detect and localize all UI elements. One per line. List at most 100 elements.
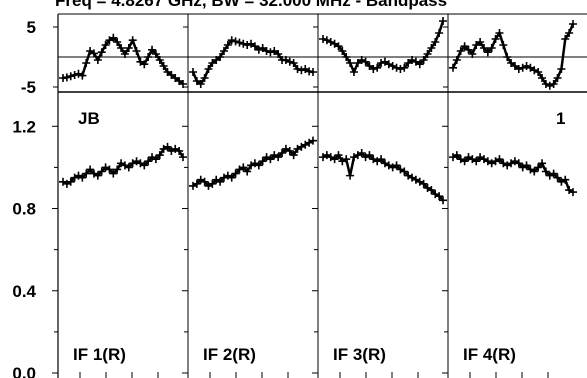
phase-point xyxy=(377,59,386,67)
phase-point xyxy=(545,81,554,90)
phase-point xyxy=(400,63,409,72)
amplitude-point xyxy=(254,161,263,170)
phase-point xyxy=(479,44,488,52)
panel-label: IF 3(R) xyxy=(333,345,386,364)
amplitude-point xyxy=(109,169,118,178)
phase-point xyxy=(74,69,83,78)
phase-point xyxy=(319,35,327,43)
amplitude-point xyxy=(357,149,366,158)
phase-point xyxy=(518,63,527,72)
phase-point xyxy=(514,65,523,73)
phase-point xyxy=(369,65,378,73)
phase-point xyxy=(219,47,228,55)
amplitude-point xyxy=(216,177,225,186)
amplitude-point xyxy=(569,188,577,197)
phase-point xyxy=(293,65,302,73)
amplitude-point xyxy=(472,157,481,166)
phase-point xyxy=(144,53,153,61)
amplitude-point xyxy=(82,169,91,178)
panel-label: IF 2(R) xyxy=(203,345,256,364)
phase-point xyxy=(423,50,432,58)
phase-point xyxy=(349,68,358,76)
amplitude-point xyxy=(179,153,187,162)
phase-point xyxy=(148,45,157,54)
phase-point xyxy=(373,63,382,72)
phase-point xyxy=(346,59,355,67)
phase-point xyxy=(70,71,79,79)
phase-point xyxy=(274,50,283,58)
phase-point xyxy=(495,29,504,37)
phase-point xyxy=(439,17,447,25)
amplitude-point xyxy=(266,155,275,164)
phase-point xyxy=(97,48,106,57)
phase-point xyxy=(435,29,444,37)
phase-point xyxy=(553,74,562,82)
phase-point xyxy=(140,60,149,69)
chart-title: Freq = 4.8267 GHz, BW = 32.000 MHz - Ban… xyxy=(55,0,447,10)
phase-point xyxy=(569,20,577,28)
phase-point xyxy=(338,47,347,55)
amplitude-point xyxy=(561,175,570,184)
source-label: JB xyxy=(78,109,100,128)
phase-point xyxy=(78,71,87,80)
phase-point xyxy=(262,47,271,55)
phase-point xyxy=(388,62,397,70)
phase-point xyxy=(89,49,98,58)
amplitude-point xyxy=(175,146,184,155)
data-points xyxy=(59,17,577,205)
phase-point xyxy=(326,38,335,46)
phase-point xyxy=(227,36,236,45)
phase-point xyxy=(132,47,141,55)
amplitude-point xyxy=(192,179,201,188)
amplitude-point xyxy=(365,151,374,160)
amplitude-point xyxy=(97,167,106,176)
y-tick-label-amplitude: 0.4 xyxy=(12,282,36,301)
phase-point xyxy=(155,56,164,64)
amplitude-point xyxy=(342,155,351,164)
y-tick-label-phase: 5 xyxy=(27,18,36,37)
panel-label: IF 4(R) xyxy=(463,345,516,364)
phase-point xyxy=(396,65,405,73)
amplitude-point xyxy=(392,161,401,170)
phase-point xyxy=(109,33,118,42)
amplitude-point xyxy=(124,163,133,172)
amplitude-point xyxy=(278,149,287,158)
amplitude-point xyxy=(151,155,160,164)
y-tick-labels: 5 -5 1.2 0.8 0.4 0.0 xyxy=(12,18,36,378)
amplitude-point xyxy=(93,171,102,180)
panel-labels: IF 1(R) IF 2(R) IF 3(R) IF 4(R) xyxy=(73,345,516,364)
phase-point xyxy=(384,60,393,69)
phase-point xyxy=(322,36,331,45)
phase-point xyxy=(281,56,290,64)
phase-point xyxy=(266,48,275,57)
y-tick-label-amplitude: 0.8 xyxy=(12,200,36,219)
phase-point xyxy=(456,47,465,55)
phase-point xyxy=(235,38,244,47)
amplitude-point xyxy=(400,167,409,176)
phase-point xyxy=(499,41,508,49)
amplitude-point xyxy=(495,155,504,164)
amplitude-point xyxy=(522,161,531,170)
phase-point xyxy=(151,50,160,58)
phase-point xyxy=(334,42,343,51)
amplitude-point xyxy=(243,167,252,176)
phase-point xyxy=(487,44,496,52)
phase-point xyxy=(200,74,209,82)
amplitude-point xyxy=(155,151,164,160)
amplitude-point xyxy=(377,155,386,164)
phase-line xyxy=(62,36,184,85)
phase-point xyxy=(289,59,298,67)
phase-point xyxy=(549,80,558,88)
phase-point xyxy=(452,56,461,64)
amplitude-point xyxy=(534,163,543,172)
amplitude-point xyxy=(274,153,283,162)
phase-point xyxy=(128,36,137,45)
phase-point xyxy=(449,63,457,72)
amplitude-point xyxy=(163,142,172,151)
phase-point xyxy=(538,74,547,82)
phase-point xyxy=(101,41,110,49)
y-tick-label-amplitude: 1.2 xyxy=(12,117,36,136)
amplitude-point xyxy=(113,165,122,174)
phase-point xyxy=(361,57,370,66)
